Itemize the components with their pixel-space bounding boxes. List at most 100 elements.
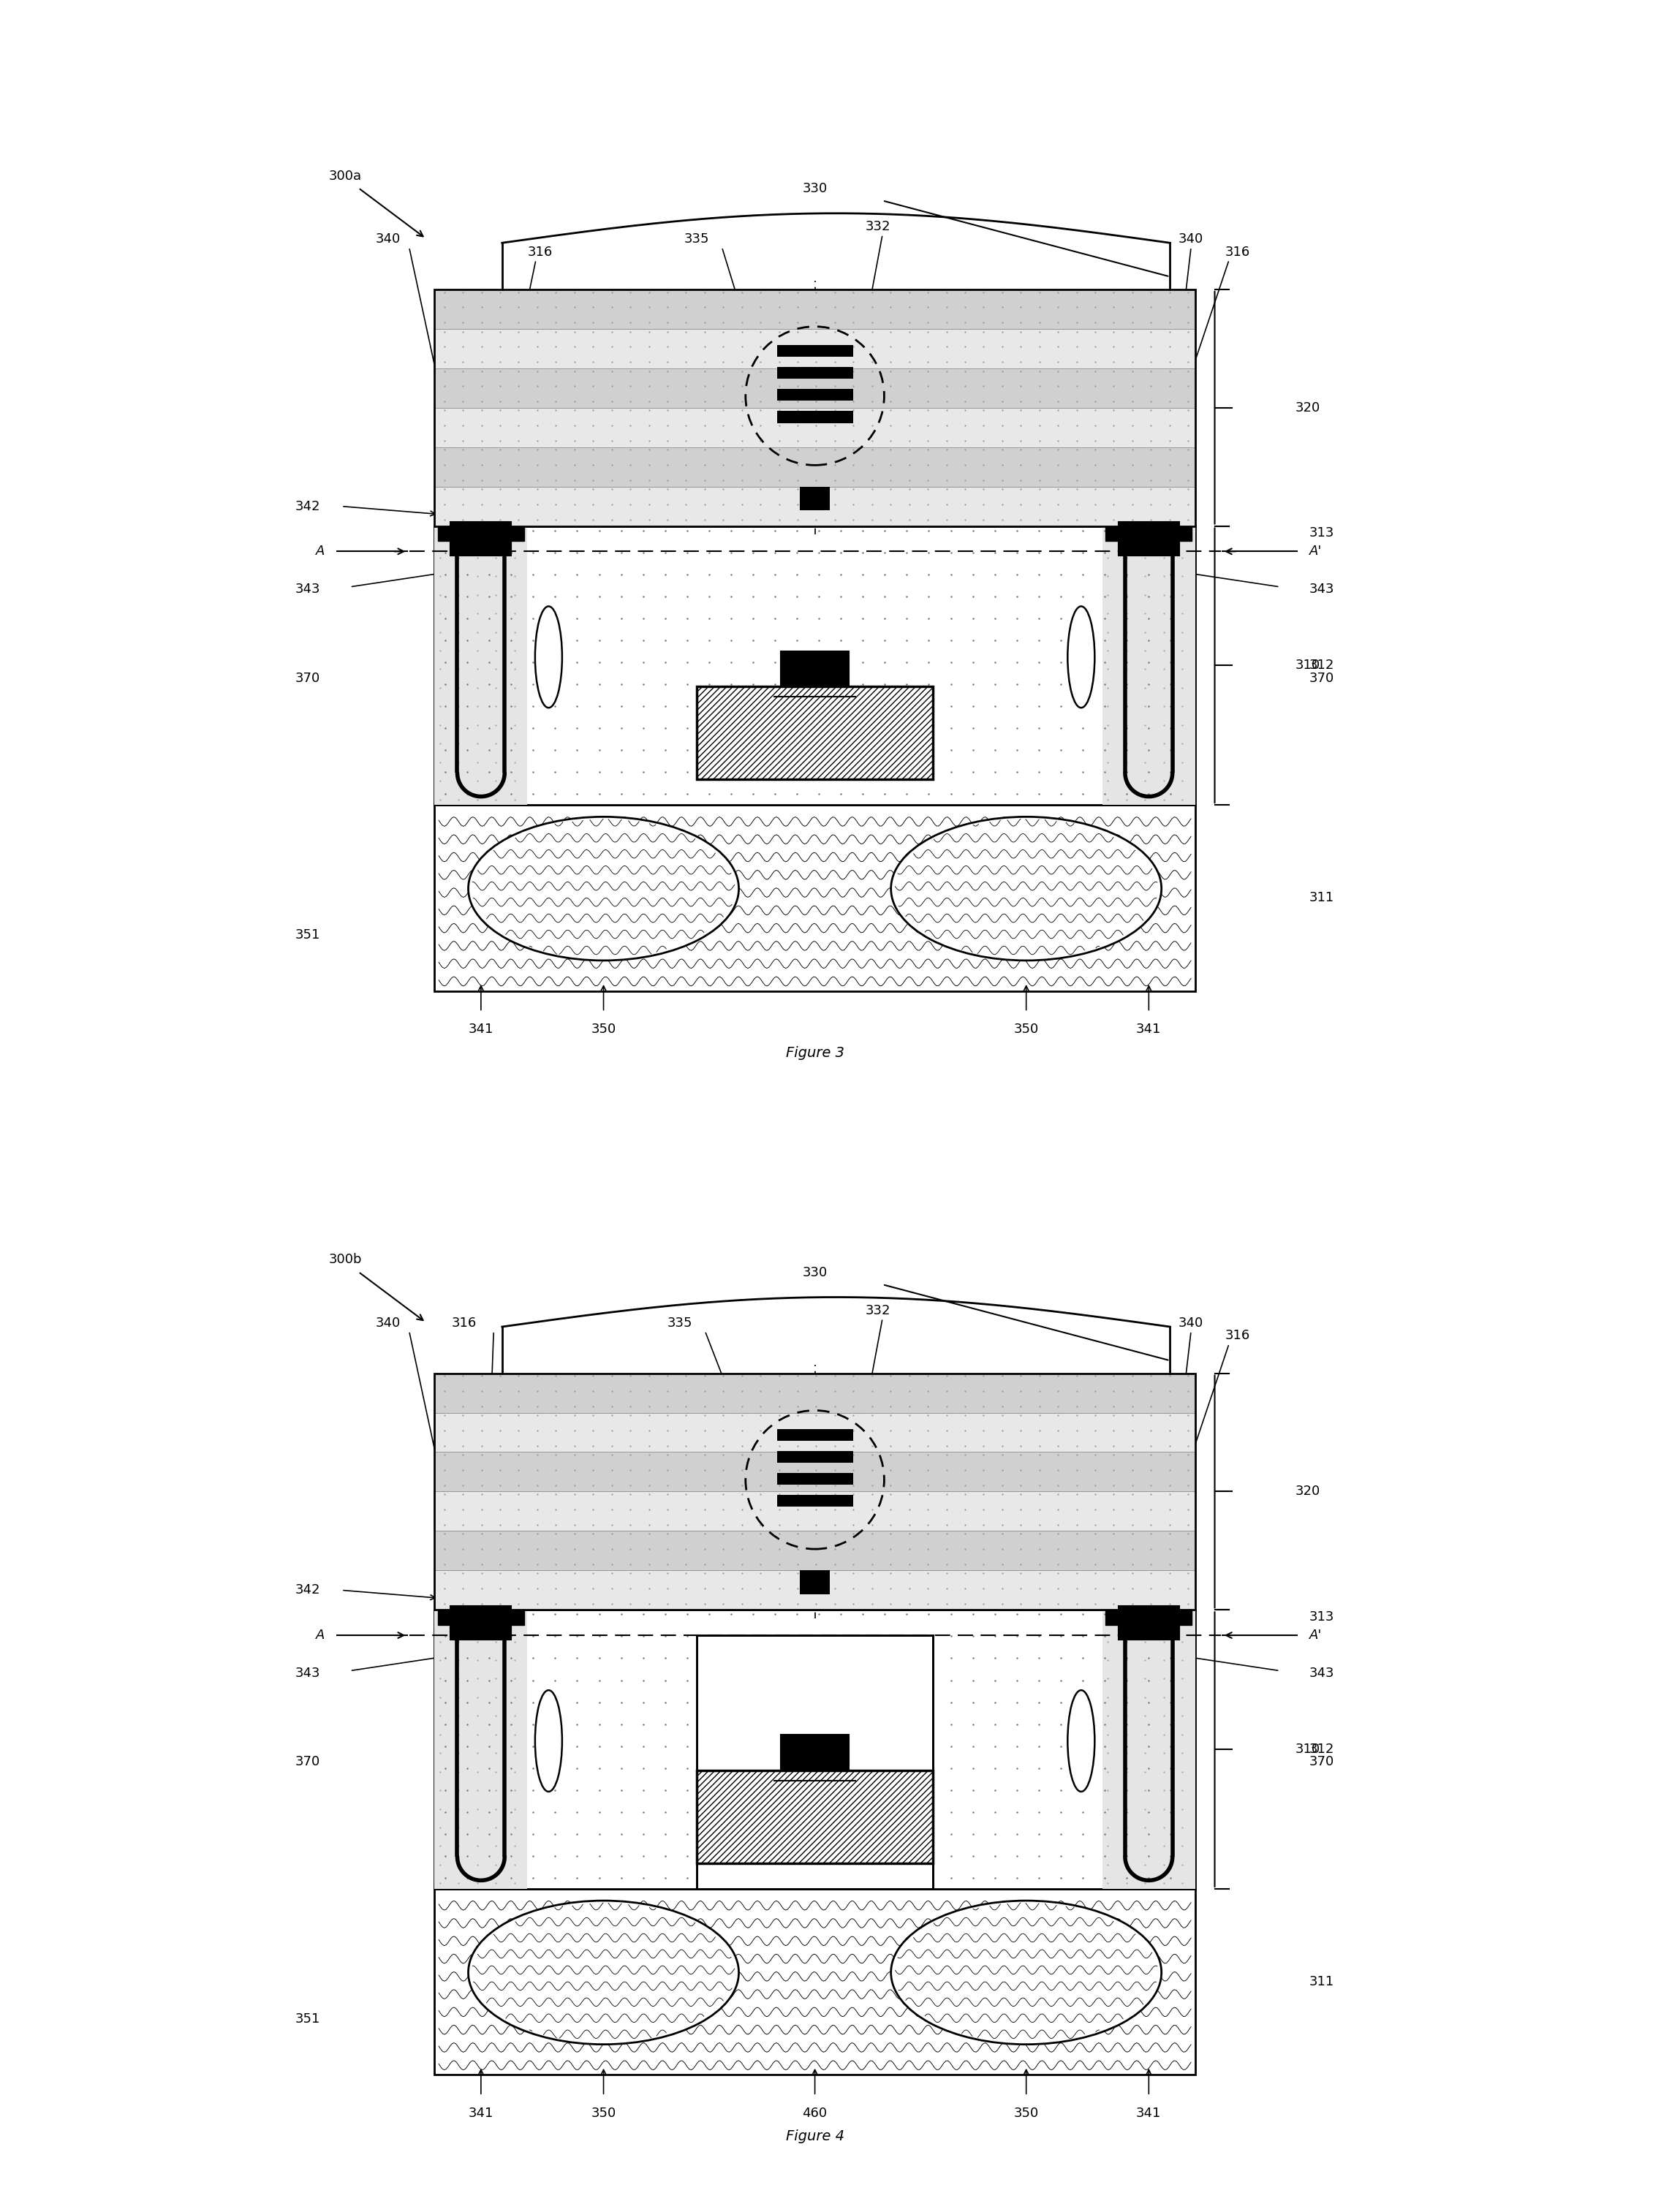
Bar	[777, 1429, 853, 1440]
Bar	[697, 686, 933, 779]
Text: 312: 312	[1309, 1743, 1334, 1756]
Text: 340: 340	[1179, 232, 1204, 246]
Text: A: A	[316, 1628, 324, 1641]
Bar	[781, 1734, 849, 1770]
Text: 335: 335	[667, 1316, 692, 1329]
Text: 331: 331	[966, 1807, 991, 1820]
Text: 332: 332	[866, 219, 891, 232]
Text: 313: 313	[1309, 1610, 1334, 1624]
Bar	[1102, 526, 1195, 805]
Ellipse shape	[1068, 1690, 1095, 1792]
Text: A': A'	[1309, 544, 1323, 557]
Bar	[777, 345, 853, 356]
Text: 311: 311	[1309, 1975, 1334, 1989]
Text: A: A	[316, 544, 324, 557]
Bar	[435, 1374, 1195, 1610]
Bar	[450, 1606, 512, 1639]
Bar	[435, 1889, 1195, 2075]
Bar	[777, 367, 853, 378]
Text: 343: 343	[1309, 582, 1334, 595]
Text: 370: 370	[296, 672, 321, 686]
Text: 343: 343	[296, 1666, 321, 1679]
Bar	[777, 1451, 853, 1462]
Text: 342: 342	[296, 1584, 321, 1597]
Text: 316: 316	[451, 1316, 477, 1329]
Text: 300a: 300a	[329, 170, 361, 181]
Text: 311: 311	[1309, 891, 1334, 905]
Text: 341: 341	[1137, 2106, 1162, 2119]
Bar	[1105, 1610, 1119, 1626]
Bar	[777, 411, 853, 422]
Bar	[1119, 1606, 1179, 1639]
Bar	[435, 407, 1195, 447]
Text: Figure 4: Figure 4	[786, 2130, 844, 2143]
Text: 370: 370	[296, 1756, 321, 1770]
Bar	[435, 290, 1195, 526]
Text: 316: 316	[527, 246, 552, 259]
Bar	[512, 1610, 523, 1626]
Ellipse shape	[468, 816, 739, 960]
Bar	[438, 526, 450, 542]
Bar	[435, 367, 1195, 407]
Bar	[435, 805, 1195, 991]
Bar	[1119, 1610, 1179, 1637]
Text: 300b: 300b	[329, 1254, 363, 1265]
Bar	[435, 526, 1195, 805]
Text: 370: 370	[1309, 672, 1334, 686]
Text: 341: 341	[468, 1022, 493, 1035]
Text: 341: 341	[1137, 1022, 1162, 1035]
Text: 332: 332	[866, 1303, 891, 1316]
Bar	[1179, 526, 1192, 542]
Text: 313: 313	[1309, 526, 1334, 540]
Bar	[435, 1491, 1195, 1531]
Text: 312: 312	[1309, 659, 1334, 672]
Ellipse shape	[1068, 606, 1095, 708]
Bar	[777, 1473, 853, 1484]
Text: 343: 343	[1309, 1666, 1334, 1679]
Bar	[1119, 526, 1179, 553]
Bar	[435, 447, 1195, 487]
Text: 460: 460	[803, 2106, 828, 2119]
Ellipse shape	[535, 606, 562, 708]
Text: 343: 343	[296, 582, 321, 595]
Bar	[777, 389, 853, 400]
Bar	[435, 330, 1195, 367]
Bar	[781, 650, 849, 686]
Bar	[1105, 526, 1119, 542]
Bar	[438, 1610, 450, 1626]
Bar	[512, 526, 523, 542]
Bar	[435, 1571, 1195, 1610]
Ellipse shape	[535, 1690, 562, 1792]
Text: 331: 331	[966, 723, 991, 737]
Text: 351: 351	[296, 929, 321, 942]
Text: 330: 330	[803, 1265, 828, 1279]
Bar	[1119, 522, 1179, 555]
Bar	[435, 290, 1195, 330]
Bar	[801, 1571, 829, 1595]
Bar	[435, 526, 527, 805]
Bar	[435, 1610, 1195, 1889]
Bar	[697, 1770, 933, 1863]
Text: 340: 340	[376, 1316, 401, 1329]
Text: 350: 350	[590, 2106, 615, 2119]
Text: 350: 350	[590, 1022, 615, 1035]
Text: 370: 370	[1309, 1756, 1334, 1770]
Text: 316: 316	[1226, 246, 1251, 259]
Bar	[697, 1635, 933, 1889]
Text: 320: 320	[1296, 1484, 1321, 1498]
Text: 350: 350	[1013, 1022, 1038, 1035]
Bar	[450, 526, 512, 553]
Text: 320: 320	[1296, 400, 1321, 414]
Text: 340: 340	[1179, 1316, 1204, 1329]
Text: 341: 341	[468, 2106, 493, 2119]
Text: 380: 380	[803, 672, 828, 686]
Bar	[435, 1374, 1195, 1413]
Text: 310: 310	[1296, 1743, 1319, 1756]
Text: 342: 342	[296, 500, 321, 513]
Bar	[1179, 1610, 1192, 1626]
Bar	[435, 1413, 1195, 1451]
Text: 351: 351	[296, 2013, 321, 2026]
Text: Figure 3: Figure 3	[786, 1046, 844, 1060]
Text: 316: 316	[1226, 1329, 1251, 1343]
Text: 340: 340	[376, 232, 401, 246]
